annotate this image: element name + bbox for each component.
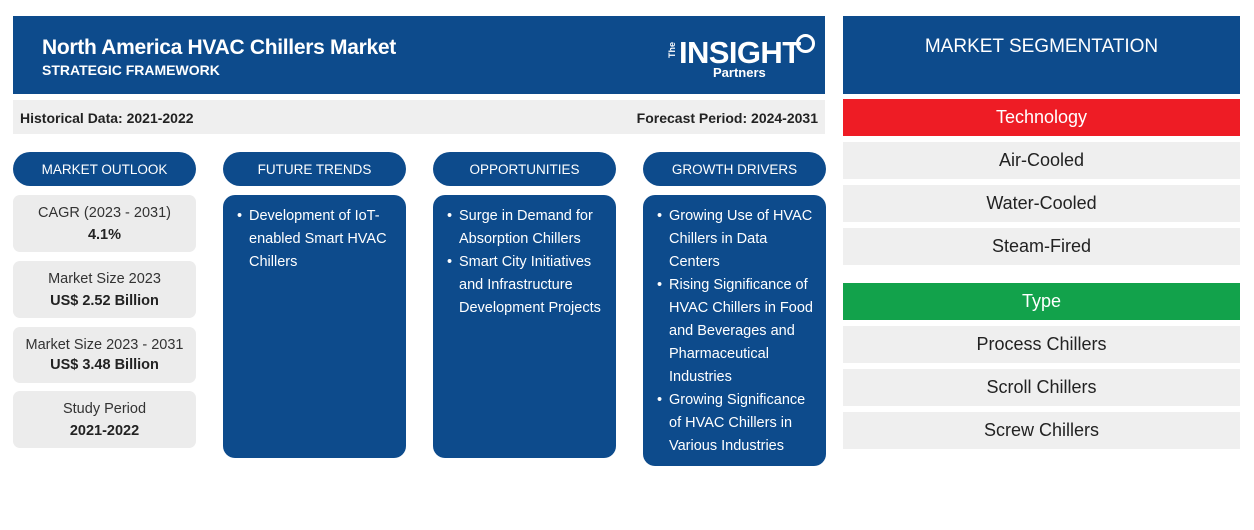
page-title: North America HVAC Chillers Market xyxy=(42,36,396,59)
future-trends-panel: Development of IoT-enabled Smart HVAC Ch… xyxy=(223,195,406,458)
market-outlook-heading: MARKET OUTLOOK xyxy=(13,152,196,186)
segmentation-title: MARKET SEGMENTATION xyxy=(924,36,1159,57)
historical-data: Historical Data: 2021-2022 xyxy=(20,110,194,126)
list-item: Smart City Initiatives and Infrastructur… xyxy=(443,251,608,320)
insight-partners-logo: The INSIGHT Partners xyxy=(667,32,817,82)
stat-value: US$ 2.52 Billion xyxy=(50,293,159,309)
stat-label: Market Size 2023 xyxy=(48,271,161,287)
header-banner: North America HVAC Chillers Market STRAT… xyxy=(13,16,825,94)
stat-study-period: Study Period 2021-2022 xyxy=(13,391,196,448)
opportunities-panel: Surge in Demand for Absorption Chillers … xyxy=(433,195,616,458)
segment-item-air-cooled: Air-Cooled xyxy=(843,142,1240,179)
segmentation-header: MARKET SEGMENTATION xyxy=(843,16,1240,94)
stat-market-size-2023: Market Size 2023 US$ 2.52 Billion xyxy=(13,261,196,318)
future-trends-heading: FUTURE TRENDS xyxy=(223,152,406,186)
segment-item-steam-fired: Steam-Fired xyxy=(843,228,1240,265)
logo-the: The xyxy=(667,41,677,58)
stat-market-size-forecast: Market Size 2023 - 2031 US$ 3.48 Billion xyxy=(13,327,196,383)
list-item: Growing Significance of HVAC Chillers in… xyxy=(653,389,818,458)
growth-drivers-list: Growing Use of HVAC Chillers in Data Cen… xyxy=(643,195,826,458)
list-item: Rising Significance of HVAC Chillers in … xyxy=(653,274,818,389)
list-item: Growing Use of HVAC Chillers in Data Cen… xyxy=(653,205,818,274)
stat-value: 2021-2022 xyxy=(69,423,140,439)
stat-value: US$ 3.48 Billion xyxy=(50,357,159,373)
forecast-period: Forecast Period: 2024-2031 xyxy=(636,110,818,126)
segment-item-scroll-chillers: Scroll Chillers xyxy=(843,369,1240,406)
growth-drivers-panel: Growing Use of HVAC Chillers in Data Cen… xyxy=(643,195,826,466)
stat-label: Study Period xyxy=(62,401,147,417)
opportunities-list: Surge in Demand for Absorption Chillers … xyxy=(433,195,616,320)
period-bar: Historical Data: 2021-2022 Forecast Peri… xyxy=(13,100,825,134)
stat-value: 4.1% xyxy=(87,227,122,243)
stat-cagr: CAGR (2023 - 2031) 4.1% xyxy=(13,195,196,252)
logo-ring-icon xyxy=(796,34,815,53)
stat-label: Market Size 2023 - 2031 xyxy=(25,337,184,353)
opportunities-heading: OPPORTUNITIES xyxy=(433,152,616,186)
segment-item-process-chillers: Process Chillers xyxy=(843,326,1240,363)
segment-technology: Technology xyxy=(843,99,1240,136)
segment-type: Type xyxy=(843,283,1240,320)
segment-item-water-cooled: Water-Cooled xyxy=(843,185,1240,222)
list-item: Surge in Demand for Absorption Chillers xyxy=(443,205,608,251)
logo-insight: INSIGHT xyxy=(679,35,801,70)
growth-drivers-heading: GROWTH DRIVERS xyxy=(643,152,826,186)
page-subtitle: STRATEGIC FRAMEWORK xyxy=(42,62,220,78)
list-item: Development of IoT-enabled Smart HVAC Ch… xyxy=(233,205,398,274)
logo-partners: Partners xyxy=(713,65,766,80)
stat-label: CAGR (2023 - 2031) xyxy=(38,205,171,221)
segment-item-screw-chillers: Screw Chillers xyxy=(843,412,1240,449)
future-trends-list: Development of IoT-enabled Smart HVAC Ch… xyxy=(223,195,406,274)
